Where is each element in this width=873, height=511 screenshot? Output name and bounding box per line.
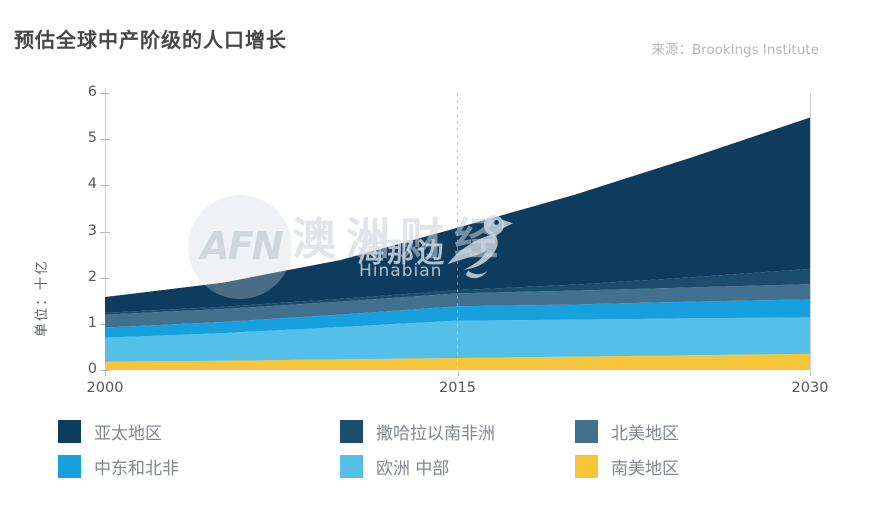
x-tick-label-2000: 2000 [86,380,124,396]
legend-item-欧洲 中部: 欧洲 中部 [340,455,575,479]
y-tick-label-1: 1 [87,314,97,331]
legend-item-南美地区: 南美地区 [575,455,825,479]
chart-legend: 亚太地区 撒哈拉以南非洲 北美地区中东和北非 欧洲 中部 南美地区 [58,420,825,479]
legend-item-亚太地区: 亚太地区 [58,420,340,444]
x-tick-mark-2030 [810,371,811,376]
x-tick-label-2015: 2015 [439,380,476,396]
y-tick-label-0: 0 [87,361,97,377]
legend-swatch-欧洲 中部 [340,455,363,478]
legend-item-中东和北非: 中东和北非 [58,455,340,479]
x-tick-mark-2000 [105,371,106,376]
legend-label: 撒哈拉以南非洲 [376,424,495,444]
area-series-南美地区 [105,353,810,370]
y-tick-mark-5 [100,139,110,141]
y-tick-mark-2 [100,277,110,279]
y-axis-line [105,88,106,371]
legend-item-北美地区: 北美地区 [575,420,825,444]
legend-item-撒哈拉以南非洲: 撒哈拉以南非洲 [340,420,575,444]
area-series-撒哈拉以南非洲 [105,268,810,315]
legend-swatch-北美地区 [575,420,598,443]
chart-title: 预估全球中产阶级的人口增长 [14,28,287,52]
y-tick-mark-6 [100,93,110,94]
stacked-area-chart [105,93,810,370]
legend-label: 南美地区 [611,459,679,479]
x-tick-mark-2015 [457,371,459,376]
y-tick-mark-0 [100,370,110,371]
y-tick-label-6: 6 [87,84,97,100]
plot-right-border [810,93,811,371]
x-tick-label-2030: 2030 [791,380,829,396]
y-tick-label-3: 3 [87,222,97,239]
area-series-中东和北非 [105,299,810,338]
area-series-亚太地区 [105,117,810,313]
legend-swatch-中东和北非 [58,455,81,478]
y-tick-label-4: 4 [87,176,97,193]
y-tick-mark-4 [100,185,110,187]
legend-label: 亚太地区 [94,424,162,444]
legend-label: 北美地区 [611,424,679,444]
y-tick-label-5: 5 [87,130,97,147]
y-tick-label-2: 2 [87,268,97,285]
y-tick-mark-3 [100,231,110,233]
y-axis-unit-label: 单位：十亿 [34,259,50,337]
area-series-欧洲 中部 [105,317,810,362]
legend-label: 欧洲 中部 [376,459,450,479]
legend-label: 中东和北非 [94,459,179,479]
legend-swatch-亚太地区 [58,420,81,443]
legend-swatch-撒哈拉以南非洲 [340,420,363,443]
area-series-北美地区 [105,284,810,328]
legend-swatch-南美地区 [575,455,598,478]
source-attribution: 来源：Brookings Institute [651,42,819,58]
